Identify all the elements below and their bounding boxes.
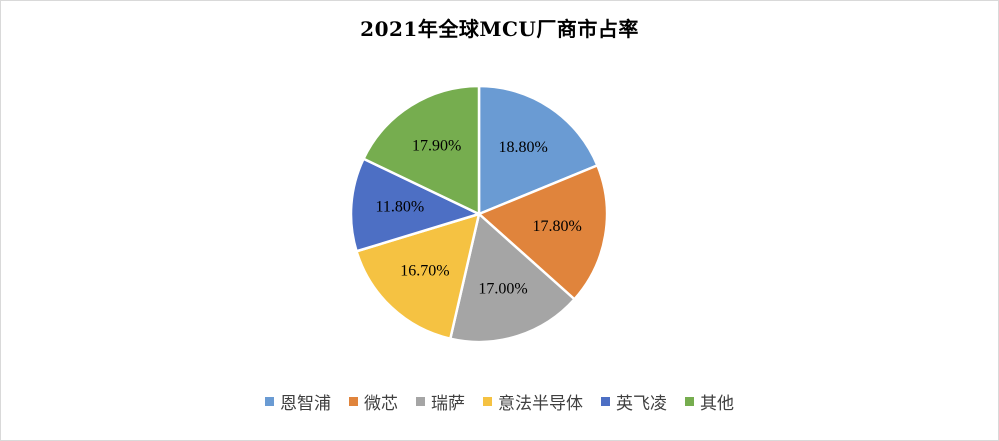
data-label-6: 17.90% [412, 138, 461, 155]
legend-label: 瑞萨 [431, 394, 465, 414]
legend-swatch [265, 397, 274, 406]
legend-label: 英飞凌 [616, 394, 667, 414]
legend-swatch [601, 397, 610, 406]
pie-slice-3 [449, 212, 576, 344]
pie-slice-2 [477, 164, 609, 301]
legend-swatch [416, 397, 425, 406]
legend-item-5: 英飞凌 [601, 389, 667, 414]
legend-item-1: 恩智浦 [265, 389, 331, 414]
legend-swatch [685, 397, 694, 406]
chart-legend: 恩智浦 微芯 瑞萨 意法半导体 英飞凌 其他 [0, 389, 999, 414]
pie-slice-5 [349, 157, 481, 253]
legend-item-6: 其他 [685, 389, 734, 414]
data-label-5: 11.80% [375, 199, 424, 216]
legend-item-3: 瑞萨 [416, 389, 465, 414]
pie-slice-1 [477, 84, 599, 216]
pie-slice-6 [362, 84, 481, 216]
pie-slice-4 [355, 212, 481, 340]
legend-item-4: 意法半导体 [483, 389, 583, 414]
legend-label: 意法半导体 [498, 394, 583, 414]
legend-label: 其他 [700, 394, 734, 414]
data-label-3: 17.00% [478, 280, 527, 297]
legend-item-2: 微芯 [349, 389, 398, 414]
legend-swatch [349, 397, 358, 406]
data-label-2: 17.80% [533, 218, 582, 235]
legend-swatch [483, 397, 492, 406]
data-label-1: 18.80% [499, 139, 548, 156]
legend-label: 微芯 [364, 394, 398, 414]
data-label-4: 16.70% [400, 263, 449, 280]
legend-label: 恩智浦 [280, 394, 331, 414]
chart-title: 2021年全球MCU厂商市占率 [360, 17, 639, 41]
